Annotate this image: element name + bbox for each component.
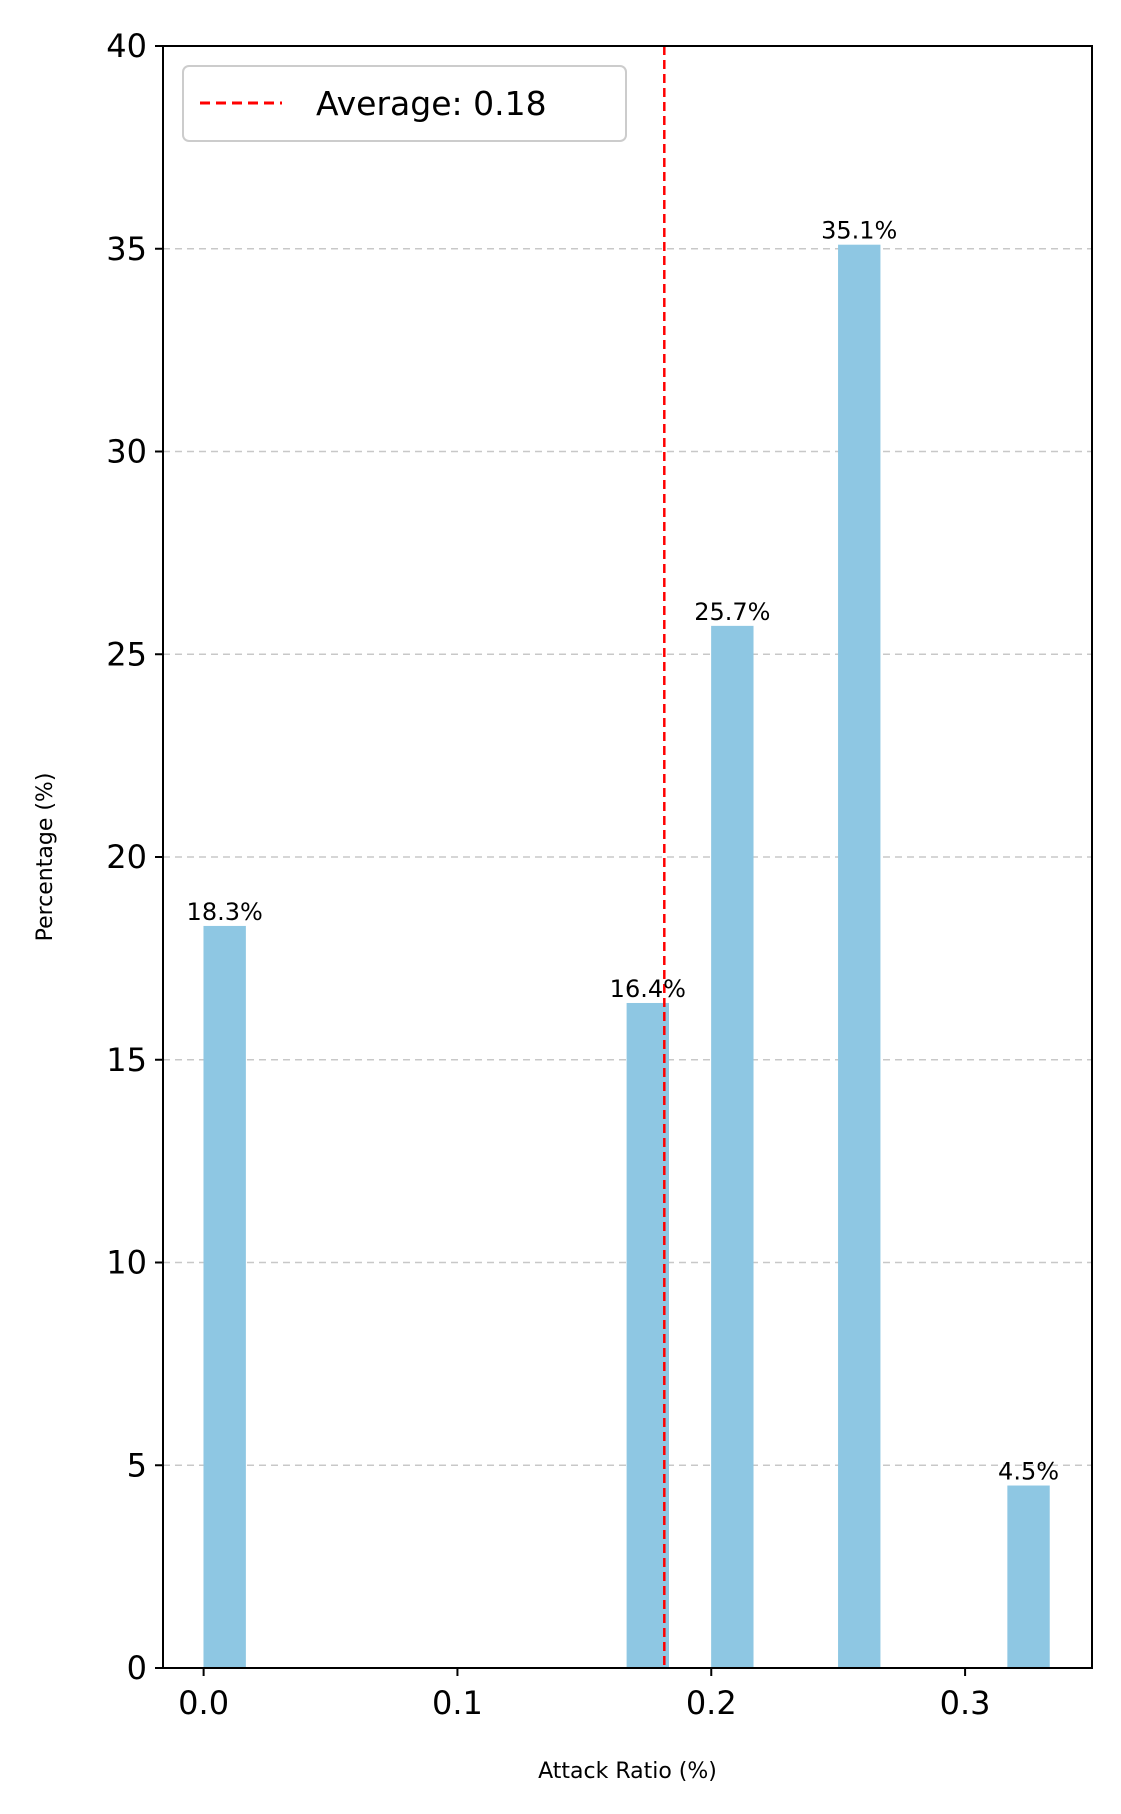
legend-box bbox=[182, 65, 627, 142]
x-tick-label: 0.1 bbox=[432, 1684, 483, 1722]
x-tick-label: 0.3 bbox=[940, 1684, 991, 1722]
bar bbox=[711, 625, 754, 1668]
x-axis-title: Attack Ratio (%) bbox=[538, 1759, 717, 1784]
x-tick-label: 0.0 bbox=[178, 1684, 229, 1722]
y-tick-label: 30 bbox=[106, 433, 147, 471]
y-tick-label: 15 bbox=[106, 1041, 147, 1079]
y-axis-title: Percentage (%) bbox=[33, 773, 58, 942]
legend: Average: 0.18 bbox=[182, 65, 627, 142]
bar-value-label: 16.4% bbox=[610, 975, 686, 1003]
y-tick-label: 40 bbox=[106, 27, 147, 65]
bar-value-label: 4.5% bbox=[998, 1458, 1059, 1486]
y-tick-label: 25 bbox=[106, 635, 147, 673]
bar bbox=[626, 1002, 670, 1668]
gridlines bbox=[163, 248, 1092, 1466]
bar bbox=[1007, 1485, 1050, 1668]
legend-label: Average: 0.18 bbox=[316, 84, 547, 123]
bar-value-label: 25.7% bbox=[694, 598, 770, 626]
y-tick-label: 0 bbox=[127, 1649, 147, 1687]
axis-ticks: 0 5 10 15 20 25 30 35 40 0.0 0.1 0.2 0.3 bbox=[106, 27, 990, 1722]
bars bbox=[203, 244, 1050, 1668]
bar-value-label: 18.3% bbox=[187, 898, 263, 926]
bar-value-labels: 18.3% 16.4% 25.7% 35.1% 4.5% bbox=[187, 217, 1059, 1486]
y-tick-label: 10 bbox=[106, 1244, 147, 1282]
bar-value-label: 35.1% bbox=[821, 217, 897, 245]
y-tick-label: 35 bbox=[106, 230, 147, 268]
bar bbox=[838, 244, 881, 1668]
x-tick-label: 0.2 bbox=[686, 1684, 737, 1722]
y-tick-label: 20 bbox=[106, 838, 147, 876]
y-tick-label: 5 bbox=[127, 1446, 147, 1484]
bar bbox=[203, 925, 246, 1668]
